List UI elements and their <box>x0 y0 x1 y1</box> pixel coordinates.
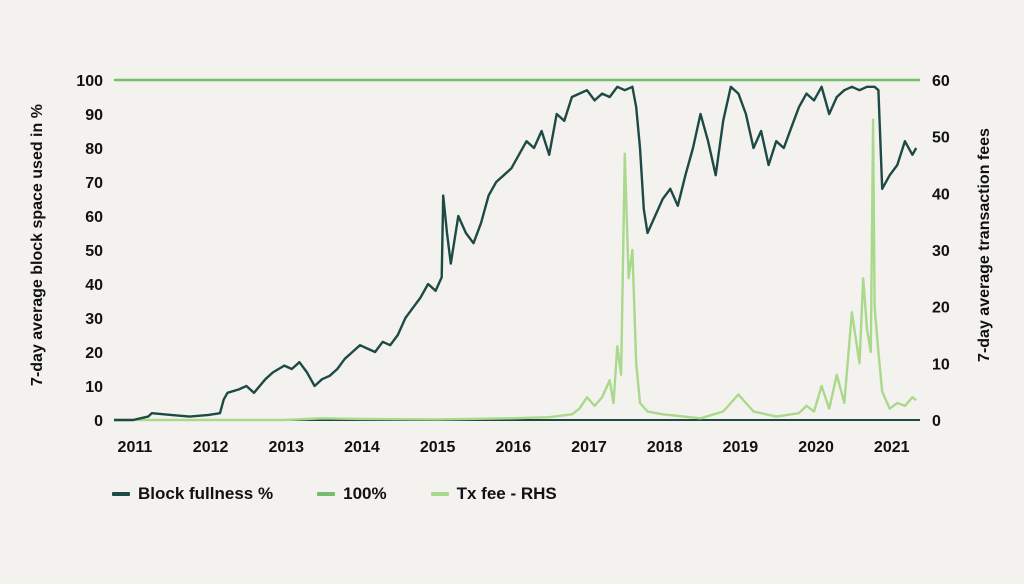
x-tick-label: 2017 <box>571 439 607 456</box>
x-tick-label: 2013 <box>268 439 304 456</box>
y-right-axis-title: 7-day average transaction fees <box>976 128 993 362</box>
x-tick-labels: 2011 2012 2013 2014 2015 2016 2017 2018 2019 2020… <box>118 439 910 456</box>
y-right-tick-label: 10 <box>932 356 950 373</box>
y-left-tick-label: 70 <box>85 175 103 192</box>
y-left-axis-title: 7-day average block space used in % <box>29 104 46 386</box>
legend: Block fullness % 100% Tx fee - RHS <box>112 484 557 504</box>
legend-swatch-100-percent <box>317 492 336 496</box>
y-left-tick-labels: 0 10 20 30 40 50 60 70 80 90 100 <box>76 73 103 430</box>
y-left-tick-label: 100 <box>76 73 103 90</box>
y-left-tick-label: 60 <box>85 209 103 226</box>
legend-label-tx-fee: Tx fee - RHS <box>456 484 557 503</box>
x-tick-label: 2018 <box>647 439 683 456</box>
y-left-tick-label: 90 <box>85 107 103 124</box>
x-tick-label: 2021 <box>874 439 910 456</box>
y-right-tick-label: 30 <box>932 243 950 260</box>
x-tick-label: 2019 <box>723 439 759 456</box>
x-tick-label: 2012 <box>193 439 229 456</box>
legend-swatch-tx-fee <box>430 492 449 496</box>
legend-item-tx-fee: Tx fee - RHS <box>430 484 557 504</box>
y-right-tick-label: 0 <box>932 413 941 430</box>
y-right-tick-label: 40 <box>932 186 950 203</box>
x-tick-label: 2016 <box>496 439 532 456</box>
y-left-tick-label: 50 <box>85 243 103 260</box>
x-tick-label: 2020 <box>798 439 834 456</box>
legend-item-block-fullness: Block fullness % <box>112 484 273 504</box>
y-right-tick-labels: 0 10 20 30 40 50 60 <box>932 73 950 430</box>
series-line-tx-fee-rhs <box>114 118 917 422</box>
y-right-tick-label: 50 <box>932 130 950 147</box>
legend-label-block-fullness: Block fullness % <box>138 484 274 503</box>
y-left-tick-label: 10 <box>85 379 103 396</box>
x-tick-label: 2011 <box>118 439 153 456</box>
y-left-tick-label: 20 <box>85 345 103 362</box>
y-left-tick-label: 30 <box>85 311 103 328</box>
y-left-tick-label: 40 <box>85 277 103 294</box>
series-line-block-fullness <box>114 85 918 422</box>
y-right-tick-label: 60 <box>932 73 950 90</box>
legend-item-100-percent: 100% <box>317 484 387 504</box>
y-left-tick-label: 80 <box>85 141 103 158</box>
y-left-tick-label: 0 <box>94 413 103 430</box>
legend-label-100-percent: 100% <box>343 484 387 503</box>
x-tick-label: 2014 <box>344 439 380 456</box>
legend-swatch-block-fullness <box>112 492 130 496</box>
series-layer <box>114 78 920 422</box>
y-right-tick-label: 20 <box>932 300 950 317</box>
x-tick-label: 2015 <box>420 439 456 456</box>
